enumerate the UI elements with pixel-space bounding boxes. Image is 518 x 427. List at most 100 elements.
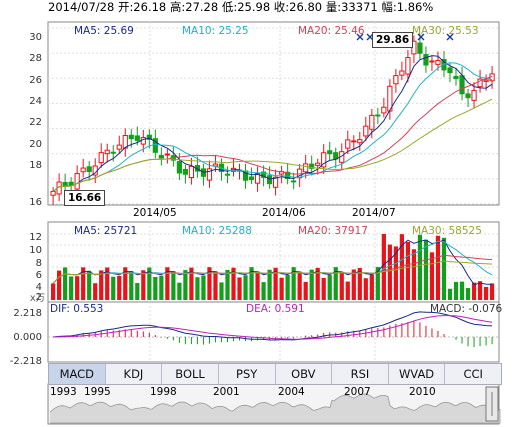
volume-bar: [81, 267, 86, 300]
candle-body: [351, 140, 357, 143]
volume-bar: [393, 246, 398, 300]
volume-bar: [201, 275, 206, 300]
volume-bar: [453, 281, 459, 300]
volume-bar: [183, 270, 188, 300]
candle-body: [140, 137, 146, 145]
vol-ma5-legend: MA5: 25721: [74, 225, 138, 237]
volume-bar: [75, 276, 80, 300]
candle-body: [405, 57, 411, 75]
volume-bar: [327, 274, 332, 300]
volume-bar: [375, 267, 380, 300]
volume-bar: [417, 234, 423, 300]
volume-bar: [189, 267, 194, 300]
candle-body: [134, 135, 140, 141]
vol-ma30-legend: MA30: 58525: [412, 225, 482, 237]
volume-bar: [339, 271, 344, 300]
price-tick: 18: [29, 160, 42, 171]
vol-ma10-legend: MA10: 25288: [182, 225, 252, 237]
volume-bar: [105, 267, 110, 300]
candle-body: [122, 134, 128, 149]
volume-bar: [87, 270, 92, 300]
candle-body: [176, 161, 182, 174]
dea-label: DEA: 0.591: [246, 303, 305, 315]
low-price-callout: 16.66: [64, 190, 106, 206]
volume-bar: [207, 267, 212, 300]
overview-year: 2010: [409, 386, 436, 398]
volume-bar: [195, 277, 200, 300]
overview-year: 2004: [278, 386, 305, 398]
tab-boll[interactable]: BOLL: [162, 364, 219, 384]
candle-body: [399, 70, 405, 76]
volume-bar: [459, 281, 465, 300]
volume-bar: [177, 282, 182, 300]
volume-bar: [297, 271, 302, 300]
candle-body: [164, 153, 170, 156]
candle-body: [62, 181, 68, 186]
ma5-line: [52, 55, 493, 192]
volume-tick: 6: [35, 270, 42, 281]
candle-body: [74, 173, 80, 190]
volume-bar: [345, 281, 350, 300]
volume-bar: [351, 269, 356, 300]
candle-body: [357, 139, 363, 144]
tab-kdj[interactable]: KDJ: [106, 364, 163, 384]
candle-body: [254, 172, 261, 184]
volume-bar: [231, 267, 236, 300]
volume-bar: [141, 270, 146, 300]
candle-body: [423, 54, 429, 66]
macd-tick: 0.000: [13, 332, 42, 343]
volume-bar: [111, 276, 116, 300]
dif-label: DIF: 0.553: [50, 303, 104, 315]
high-price-callout: 29.86: [372, 32, 414, 48]
candle-body: [50, 190, 56, 196]
candle-body: [86, 166, 92, 173]
candle-body: [260, 171, 267, 178]
volume-unit-label: x万: [30, 293, 46, 304]
volume-bar: [411, 249, 417, 300]
candle-body: [68, 181, 74, 186]
tab-rsi[interactable]: RSI: [332, 364, 389, 384]
volume-bar: [285, 274, 290, 300]
price-panel-frame: [47, 21, 500, 206]
candle-body: [315, 162, 321, 166]
tab-obv[interactable]: OBV: [276, 364, 333, 384]
tab-psy[interactable]: PSY: [219, 364, 276, 384]
candle-body: [465, 93, 471, 99]
candle-body: [441, 59, 447, 71]
price-tick: 26: [29, 75, 42, 86]
candle-body: [429, 60, 435, 63]
candle-body: [291, 180, 297, 183]
volume-bar: [135, 282, 140, 300]
volume-bar: [357, 267, 362, 300]
volume-bar: [309, 269, 314, 300]
price-tick: 24: [29, 96, 42, 107]
volume-bar: [279, 277, 284, 300]
volume-bar: [51, 283, 56, 300]
candle-body: [188, 165, 195, 179]
candle-body: [104, 149, 110, 155]
candle-body: [116, 144, 122, 150]
volume-bar: [477, 281, 483, 300]
tab-wvad[interactable]: WVAD: [389, 364, 446, 384]
volume-tick: 10: [29, 245, 42, 256]
volume-ma5-line: [52, 239, 493, 286]
dif-line: [53, 311, 493, 341]
volume-tick: 12: [29, 232, 42, 243]
ma5-legend: MA5: 25.69: [74, 25, 134, 37]
macd-tick: -2.218: [9, 356, 42, 367]
candle-body: [459, 75, 465, 95]
volume-bar: [267, 269, 272, 300]
candle-body: [98, 152, 104, 164]
volume-tick: 4: [35, 282, 42, 293]
volume-bar: [381, 234, 386, 300]
volume-bar: [159, 275, 164, 300]
tab-macd[interactable]: MACD: [49, 364, 106, 384]
date-tick: 2014/06: [262, 207, 306, 219]
tab-cci[interactable]: CCI: [463, 367, 483, 381]
candle-body: [158, 155, 164, 159]
candle-body: [182, 168, 189, 175]
volume-bar: [171, 271, 176, 300]
event-marker-icon: [417, 33, 425, 41]
date-tick: 2014/05: [133, 207, 177, 219]
